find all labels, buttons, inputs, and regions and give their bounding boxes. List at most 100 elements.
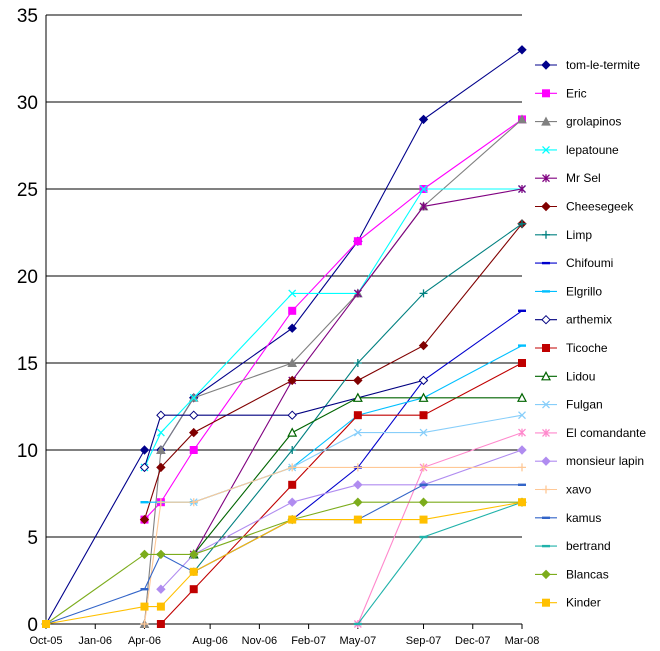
series-kinder bbox=[42, 498, 526, 628]
data-point bbox=[518, 411, 526, 420]
legend-label: grolapinos bbox=[566, 115, 621, 129]
y-tick-label: 10 bbox=[17, 441, 38, 462]
legend-label: Cheesegeek bbox=[566, 200, 634, 214]
data-point bbox=[517, 45, 527, 55]
data-point bbox=[287, 410, 297, 420]
data-point bbox=[288, 289, 297, 298]
data-point bbox=[287, 375, 297, 386]
legend-item-lidou: Lidou bbox=[535, 369, 595, 383]
data-point bbox=[418, 114, 429, 125]
legend-label: tom-le-termite bbox=[566, 58, 640, 72]
series-line bbox=[357, 501, 523, 625]
data-point bbox=[139, 462, 150, 473]
data-point bbox=[517, 114, 527, 124]
data-point bbox=[288, 515, 297, 524]
data-point bbox=[288, 480, 297, 489]
data-point bbox=[517, 392, 527, 402]
data-point bbox=[156, 428, 165, 437]
legend-item-ticoche: Ticoche bbox=[535, 341, 608, 355]
data-point bbox=[419, 428, 428, 437]
data-point bbox=[140, 588, 149, 591]
series-elgrillo bbox=[140, 344, 526, 504]
data-point bbox=[189, 446, 198, 454]
legend-marker bbox=[542, 290, 550, 293]
series-line bbox=[193, 310, 523, 573]
series-grolapinos bbox=[139, 114, 527, 628]
data-point bbox=[518, 344, 526, 347]
data-point bbox=[419, 411, 428, 420]
data-point bbox=[189, 393, 198, 402]
series-line bbox=[193, 397, 522, 555]
data-point bbox=[518, 219, 526, 228]
series-line bbox=[357, 432, 523, 625]
legend-marker bbox=[542, 598, 550, 607]
y-tick-label: 5 bbox=[27, 528, 38, 549]
data-point bbox=[156, 602, 165, 611]
data-point bbox=[156, 410, 166, 420]
gridlines bbox=[46, 14, 522, 538]
legend-label: lepatoune bbox=[566, 143, 619, 157]
data-point bbox=[419, 483, 428, 486]
data-point bbox=[42, 620, 50, 628]
legend-marker bbox=[541, 116, 551, 126]
data-point bbox=[418, 340, 429, 351]
legend-item-arthemix: arthemix bbox=[535, 313, 612, 327]
data-point bbox=[353, 463, 362, 472]
data-point bbox=[189, 410, 199, 420]
data-point bbox=[287, 427, 298, 437]
y-axis-tick-labels: 0 5 10 15 20 25 30 35 bbox=[17, 6, 38, 636]
x-tick-label: Sep-07 bbox=[406, 635, 441, 647]
series-arthemix bbox=[139, 375, 429, 473]
series-cheesegeek bbox=[139, 219, 527, 525]
data-point bbox=[353, 622, 362, 626]
data-point bbox=[189, 567, 198, 576]
legend-marker bbox=[542, 174, 550, 183]
y-tick-label: 0 bbox=[27, 615, 38, 636]
data-point bbox=[156, 620, 165, 628]
series-line bbox=[45, 484, 522, 625]
legend-label: El comandante bbox=[566, 426, 646, 440]
series-limp bbox=[189, 219, 526, 576]
legend-label: Mr Sel bbox=[566, 171, 601, 185]
legend-label: Lidou bbox=[566, 369, 595, 383]
series-blancas bbox=[41, 497, 527, 629]
legend-marker bbox=[542, 516, 550, 519]
data-point bbox=[189, 498, 198, 507]
data-point bbox=[189, 585, 198, 594]
legend-label: arthemix bbox=[566, 313, 612, 327]
series-tom-le-termite bbox=[41, 45, 527, 629]
series-lepatoune bbox=[140, 185, 526, 472]
data-point bbox=[156, 462, 166, 473]
series-el-comandante bbox=[353, 428, 526, 628]
data-point bbox=[353, 480, 363, 490]
x-tick-label: Feb-07 bbox=[291, 635, 326, 647]
legend-item-limp: Limp bbox=[535, 228, 592, 242]
data-point bbox=[156, 584, 166, 594]
data-point bbox=[353, 428, 362, 437]
data-point bbox=[140, 602, 149, 611]
x-tick-label: May-07 bbox=[340, 635, 377, 647]
legend-item-kamus: kamus bbox=[535, 511, 601, 525]
data-point bbox=[352, 392, 363, 402]
data-point bbox=[287, 323, 297, 333]
y-tick-label: 15 bbox=[17, 354, 38, 375]
data-point bbox=[518, 359, 526, 367]
data-point bbox=[419, 289, 428, 298]
legend-item-lepatoune: lepatoune bbox=[535, 143, 619, 157]
legend-item-xavo: xavo bbox=[535, 483, 592, 497]
y-tick-label: 20 bbox=[17, 267, 38, 288]
series-line bbox=[143, 223, 523, 520]
legend-item-bertrand: bertrand bbox=[535, 539, 611, 553]
legend-marker bbox=[541, 201, 551, 212]
legend-marker bbox=[542, 261, 550, 265]
data-point bbox=[353, 289, 362, 298]
series-line bbox=[144, 345, 523, 503]
y-tick-label: 25 bbox=[17, 180, 38, 201]
x-tick-label: Dec-07 bbox=[455, 635, 490, 647]
legend-label: Blancas bbox=[566, 567, 609, 581]
legend-label: bertrand bbox=[566, 539, 611, 553]
data-point bbox=[189, 427, 199, 438]
legend-label: Kinder bbox=[566, 596, 601, 610]
series-ticoche bbox=[156, 359, 526, 628]
